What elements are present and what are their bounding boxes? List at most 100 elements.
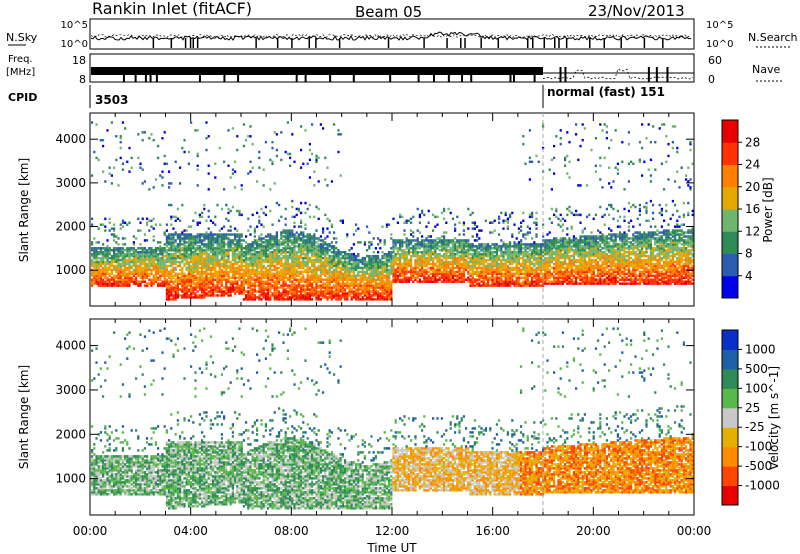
radar-cell: [172, 286, 175, 289]
radar-cell: [196, 270, 199, 274]
radar-cell: [139, 247, 142, 250]
radar-cell: [271, 146, 274, 150]
radar-cell: [339, 268, 342, 272]
radar-cell: [344, 276, 347, 279]
radar-cell: [216, 249, 219, 252]
radar-cell: [187, 241, 190, 244]
radar-cell: [322, 260, 325, 264]
radar-cell: [264, 286, 267, 289]
radar-cell: [113, 233, 116, 236]
radar-cell: [148, 278, 151, 281]
radar-cell: [374, 268, 377, 272]
radar-cell: [333, 286, 336, 289]
radar-cell: [253, 282, 256, 285]
radar-cell: [245, 272, 248, 276]
radar-cell: [471, 245, 474, 248]
radar-cell: [135, 282, 138, 285]
radar-cell: [275, 284, 278, 287]
radar-cell: [427, 245, 430, 248]
radar-cell: [469, 247, 472, 250]
radar-cell: [264, 250, 267, 254]
radar-cell: [271, 237, 274, 240]
radar-cell: [355, 280, 358, 283]
radar-cell: [223, 247, 226, 250]
radar-cell: [438, 266, 441, 270]
radar-cell: [379, 266, 382, 270]
radar-cell: [458, 256, 461, 260]
radar-cell: [192, 219, 195, 223]
radar-cell: [379, 239, 382, 242]
radar-cell: [509, 243, 512, 246]
radar-cell: [366, 262, 369, 266]
radar-cell: [174, 274, 177, 278]
radar-cell: [238, 211, 241, 215]
radar-cell: [469, 268, 472, 272]
radar-cell: [306, 292, 309, 295]
radar-cell: [434, 280, 437, 283]
radar-cell: [253, 229, 256, 232]
radar-cell: [337, 249, 340, 252]
radar-cell: [247, 243, 250, 246]
radar-cell: [102, 144, 105, 148]
radar-cell: [132, 274, 135, 278]
radar-cell: [493, 219, 496, 223]
radar-cell: [234, 237, 237, 240]
radar-cell: [93, 280, 96, 283]
radar-cell: [513, 249, 516, 252]
radar-cell: [425, 270, 428, 274]
radar-cell: [502, 282, 505, 285]
radar-cell: [458, 262, 461, 266]
radar-cell: [392, 270, 395, 274]
radar-cell: [234, 245, 237, 248]
radar-cell: [115, 266, 118, 270]
radar-cell: [262, 211, 265, 215]
radar-cell: [434, 270, 437, 274]
radar-cell: [297, 274, 300, 278]
radar-cell: [339, 260, 342, 264]
radar-cell: [198, 241, 201, 244]
radar-cell: [300, 252, 303, 256]
radar-cell: [269, 252, 272, 256]
radar-cell: [368, 272, 371, 276]
radar-cell: [449, 250, 452, 254]
radar-cell: [346, 296, 349, 299]
radar-cell: [412, 249, 415, 252]
radar-cell: [161, 184, 164, 187]
radar-cell: [324, 284, 327, 287]
radar-cell: [476, 245, 479, 248]
radar-cell: [194, 278, 197, 281]
radar-cell: [370, 256, 373, 260]
radar-cell: [190, 243, 193, 246]
radar-cell: [291, 199, 294, 203]
radar-cell: [115, 270, 118, 274]
radar-cell: [148, 262, 151, 266]
radar-cell: [124, 268, 127, 272]
radar-cell: [330, 274, 333, 278]
radar-cell: [344, 272, 347, 276]
radar-cell: [313, 184, 316, 187]
radar-cell: [352, 254, 355, 258]
radar-cell: [227, 288, 230, 291]
radar-cell: [502, 245, 505, 248]
radar-cell: [337, 274, 340, 278]
radar-cell: [168, 280, 171, 283]
radar-cell: [258, 252, 261, 256]
radar-cell: [176, 288, 179, 291]
radar-cell: [218, 274, 221, 278]
radar-cell: [280, 237, 283, 240]
radar-cell: [108, 249, 111, 252]
radar-cell: [150, 262, 153, 266]
radar-cell: [115, 282, 118, 285]
radar-cell: [225, 286, 228, 289]
radar-cell: [218, 266, 221, 270]
radar-cell: [121, 258, 124, 262]
radar-cell: [311, 298, 314, 301]
radar-cell: [280, 284, 283, 287]
radar-cell: [381, 278, 384, 281]
radar-cell: [198, 272, 201, 276]
radar-cell: [143, 254, 146, 258]
radar-cell: [445, 245, 448, 248]
radar-cell: [346, 278, 349, 281]
radar-cell: [104, 264, 107, 268]
radar-cell: [341, 262, 344, 266]
